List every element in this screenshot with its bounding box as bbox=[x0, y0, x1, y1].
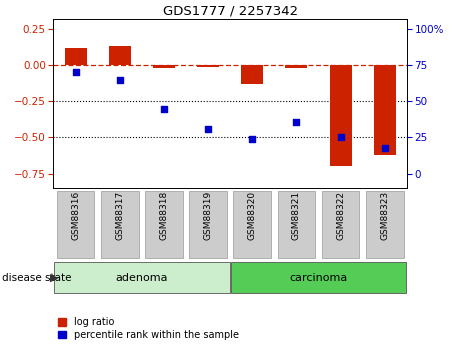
Bar bbox=[65, 48, 86, 65]
Bar bbox=[330, 65, 352, 166]
Text: GSM88316: GSM88316 bbox=[71, 191, 80, 240]
FancyBboxPatch shape bbox=[54, 262, 230, 293]
FancyBboxPatch shape bbox=[231, 262, 406, 293]
FancyBboxPatch shape bbox=[189, 191, 227, 258]
Point bbox=[248, 136, 256, 142]
Text: GSM88321: GSM88321 bbox=[292, 191, 301, 240]
FancyBboxPatch shape bbox=[366, 191, 404, 258]
Point bbox=[160, 106, 167, 111]
Text: GSM88322: GSM88322 bbox=[336, 191, 345, 240]
Bar bbox=[286, 65, 307, 68]
Point bbox=[292, 119, 300, 124]
Bar bbox=[241, 65, 263, 84]
Text: carcinoma: carcinoma bbox=[289, 273, 348, 283]
Text: GSM88320: GSM88320 bbox=[248, 191, 257, 240]
Text: GSM88317: GSM88317 bbox=[115, 191, 124, 240]
FancyBboxPatch shape bbox=[278, 191, 315, 258]
Text: GSM88318: GSM88318 bbox=[159, 191, 168, 240]
Bar bbox=[153, 65, 175, 68]
FancyBboxPatch shape bbox=[322, 191, 359, 258]
FancyBboxPatch shape bbox=[101, 191, 139, 258]
Point bbox=[337, 135, 344, 140]
Title: GDS1777 / 2257342: GDS1777 / 2257342 bbox=[163, 5, 298, 18]
Text: GSM88323: GSM88323 bbox=[380, 191, 389, 240]
Legend: log ratio, percentile rank within the sample: log ratio, percentile rank within the sa… bbox=[58, 317, 239, 340]
Text: GSM88319: GSM88319 bbox=[204, 191, 213, 240]
Text: ▶: ▶ bbox=[50, 273, 58, 283]
Bar bbox=[109, 47, 131, 65]
Text: adenoma: adenoma bbox=[116, 273, 168, 283]
FancyBboxPatch shape bbox=[233, 191, 271, 258]
Point bbox=[116, 77, 123, 82]
FancyBboxPatch shape bbox=[57, 191, 94, 258]
FancyBboxPatch shape bbox=[145, 191, 183, 258]
Point bbox=[381, 145, 388, 150]
Point bbox=[204, 126, 212, 131]
Point bbox=[72, 70, 79, 75]
Bar bbox=[374, 65, 396, 155]
Text: disease state: disease state bbox=[2, 273, 72, 283]
Bar bbox=[197, 65, 219, 67]
